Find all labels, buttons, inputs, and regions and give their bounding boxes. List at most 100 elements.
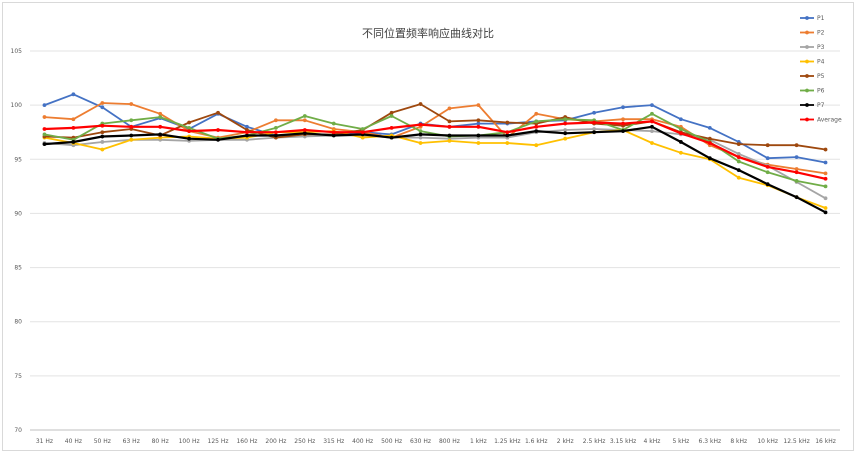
legend-label: P1	[817, 15, 825, 22]
series-line	[44, 125, 827, 214]
data-point	[302, 114, 307, 118]
x-tick-label: 160 Hz	[236, 438, 257, 445]
data-point	[736, 155, 741, 160]
data-point	[736, 168, 741, 173]
data-point	[621, 105, 625, 110]
data-point	[534, 124, 539, 129]
x-tick-label: 315 Hz	[323, 438, 344, 445]
x-tick-label: 630 Hz	[410, 438, 431, 445]
data-point	[158, 115, 163, 119]
data-point	[794, 170, 799, 175]
data-point	[823, 206, 828, 210]
y-tick-label: 105	[11, 48, 23, 55]
data-point	[100, 105, 105, 110]
data-point	[331, 133, 336, 138]
data-point	[331, 121, 336, 126]
data-point	[187, 125, 192, 130]
data-point	[158, 111, 163, 116]
legend-label: P2	[817, 30, 825, 37]
data-point	[447, 124, 452, 129]
data-point	[476, 141, 481, 145]
data-point	[650, 141, 654, 145]
data-point	[42, 115, 47, 119]
data-point	[302, 128, 307, 132]
data-point	[245, 130, 249, 135]
x-tick-label: 16 kHz	[815, 438, 836, 445]
series-group	[42, 92, 828, 215]
data-point	[216, 137, 220, 142]
data-point	[129, 137, 134, 142]
x-tick-label: 1.6 kHz	[525, 438, 548, 445]
legend-item: P2	[800, 30, 825, 37]
data-point	[736, 142, 741, 147]
data-point	[476, 103, 481, 108]
data-point	[418, 122, 423, 127]
data-point	[100, 130, 105, 135]
data-point	[245, 124, 249, 129]
data-point	[505, 141, 510, 145]
legend-swatch-marker	[805, 45, 809, 49]
y-tick-label: 85	[14, 265, 22, 272]
data-point	[360, 127, 365, 131]
legend-label: P6	[817, 88, 825, 95]
data-point	[418, 141, 423, 145]
data-point	[418, 132, 423, 137]
data-point	[302, 131, 307, 136]
data-point	[418, 135, 423, 140]
data-point	[592, 127, 597, 131]
legend-item: P6	[800, 88, 825, 95]
data-point	[707, 141, 712, 145]
data-point	[823, 196, 828, 201]
data-point	[592, 120, 597, 125]
series-average	[42, 119, 828, 181]
data-point	[823, 171, 828, 176]
legend-item: P4	[800, 59, 825, 66]
data-point	[42, 142, 47, 147]
grid-lines	[30, 50, 840, 431]
data-point	[650, 129, 654, 134]
data-point	[794, 195, 799, 200]
legend-swatch-marker	[805, 117, 809, 122]
data-point	[302, 118, 307, 123]
data-point	[476, 118, 481, 123]
data-point	[563, 121, 568, 126]
data-point	[389, 114, 394, 118]
data-point	[592, 110, 597, 115]
series-p6	[42, 111, 828, 189]
data-point	[505, 120, 510, 125]
data-point	[621, 129, 625, 134]
data-point	[765, 156, 770, 161]
data-point	[650, 111, 654, 116]
data-point	[187, 120, 192, 125]
data-point	[100, 147, 105, 152]
data-point	[273, 125, 278, 130]
y-tick-label: 70	[14, 427, 22, 434]
legend-label: P5	[817, 73, 825, 80]
chart-title: 不同位置频率响应曲线对比	[362, 26, 494, 40]
data-point	[534, 143, 539, 148]
data-point	[678, 117, 683, 122]
data-point	[823, 210, 828, 215]
data-point	[389, 125, 394, 130]
data-point	[447, 119, 452, 124]
y-tick-label: 100	[11, 102, 23, 109]
data-point	[534, 111, 539, 116]
data-point	[273, 130, 278, 135]
data-point	[650, 119, 654, 124]
legend-item: P3	[800, 44, 825, 51]
x-tick-label: 8 kHz	[730, 438, 747, 445]
x-tick-label: 3.15 kHz	[610, 438, 636, 445]
data-point	[621, 121, 625, 126]
data-point	[129, 133, 134, 138]
series-line	[44, 120, 826, 180]
x-tick-label: 5 kHz	[672, 438, 689, 445]
x-tick-label: 40 Hz	[65, 438, 82, 445]
x-tick-label: 1.25 kHz	[494, 438, 520, 445]
data-point	[707, 125, 712, 130]
data-point	[765, 182, 770, 187]
x-tick-label: 1 kHz	[470, 438, 487, 445]
data-point	[71, 140, 76, 144]
